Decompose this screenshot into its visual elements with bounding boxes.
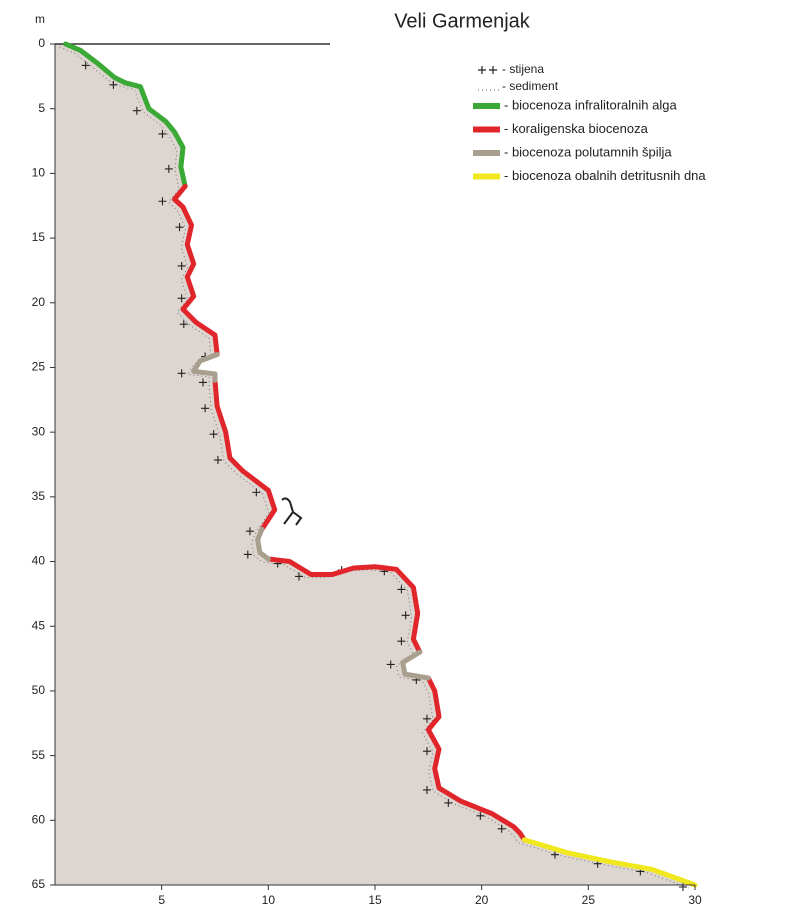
legend-label: - biocenoza obalnih detritusnih dna (504, 168, 706, 183)
y-axis-label: m (35, 12, 45, 26)
legend-label: - biocenoza polutamnih špilja (504, 144, 672, 159)
y-tick-label: 30 (32, 424, 46, 438)
y-tick-label: 65 (32, 877, 46, 891)
y-tick-label: 5 (38, 101, 45, 115)
legend-label: - stijena (502, 62, 544, 76)
y-tick-label: 40 (32, 554, 46, 568)
y-tick-label: 10 (32, 166, 46, 180)
legend-label: - biocenoza infralitoralnih alga (504, 97, 677, 112)
chart-title: Veli Garmenjak (394, 10, 531, 32)
x-tick-label: 30 (688, 893, 702, 907)
x-tick-label: 15 (368, 893, 382, 907)
y-tick-label: 45 (32, 618, 46, 632)
legend-label: - sediment (502, 79, 559, 93)
y-tick-label: 20 (32, 295, 46, 309)
chart: Veli Garmenjak m 0 5 10 15 20 25 30 35 40 45 50 55 6… (0, 0, 805, 908)
x-tick-label: 25 (582, 893, 596, 907)
y-tick-label: 55 (32, 748, 46, 762)
y-tick-label: 25 (32, 360, 46, 374)
x-tick-label: 10 (262, 893, 276, 907)
diver-icon (282, 498, 301, 525)
y-tick-label: 60 (32, 812, 46, 826)
x-tick-label: 5 (158, 893, 165, 907)
y-tick-label: 50 (32, 683, 46, 697)
x-tick-label: 20 (475, 893, 489, 907)
y-tick-label: 35 (32, 489, 46, 503)
y-tick-label: 0 (38, 36, 45, 50)
legend-label: - koraligenska biocenoza (504, 121, 649, 136)
legend-symbol (478, 66, 497, 74)
y-tick-label: 15 (32, 230, 46, 244)
